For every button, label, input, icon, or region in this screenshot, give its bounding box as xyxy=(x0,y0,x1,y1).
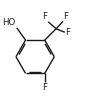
Text: F: F xyxy=(42,83,47,92)
Text: F: F xyxy=(64,12,69,21)
Text: F: F xyxy=(42,12,48,21)
Text: HO: HO xyxy=(2,18,15,28)
Text: F: F xyxy=(65,28,70,37)
